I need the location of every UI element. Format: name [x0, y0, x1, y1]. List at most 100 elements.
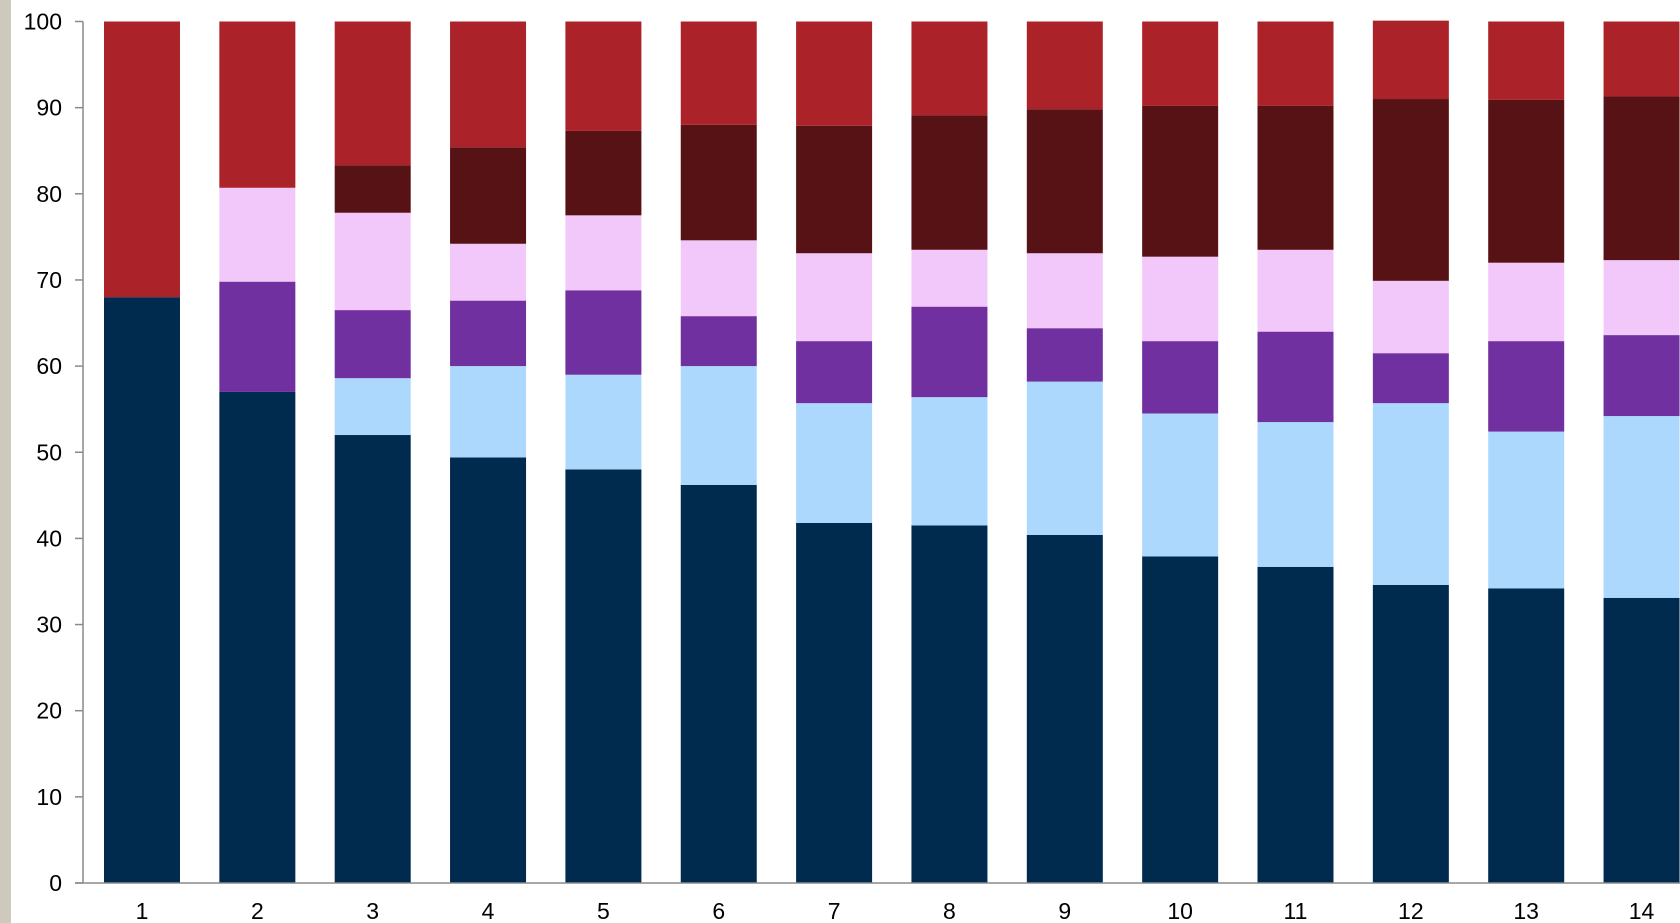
bar-segment-7-s2 — [796, 403, 873, 523]
bar-segment-3-s1 — [334, 435, 411, 883]
bar-segment-12-s6 — [1372, 20, 1449, 100]
bar-segment-13-s4 — [1488, 262, 1565, 342]
bar-segment-2-s1 — [219, 391, 296, 883]
bar-segment-3-s2 — [334, 378, 411, 436]
x-tick-label-1: 1 — [136, 898, 149, 923]
bar-segment-11-s2 — [1257, 422, 1334, 567]
bar-segment-9-s1 — [1026, 534, 1103, 883]
y-tick-label-10: 10 — [36, 784, 62, 810]
bar-segment-14-s1 — [1603, 597, 1680, 883]
bar-segment-11-s1 — [1257, 566, 1334, 883]
y-tick-label-30: 30 — [36, 612, 62, 638]
x-tick-label-4: 4 — [482, 898, 495, 923]
bar-segment-4-s1 — [450, 457, 527, 883]
x-tick-label-2: 2 — [251, 898, 264, 923]
bar-segment-3-s5 — [334, 165, 411, 213]
bar-segment-5-s6 — [565, 21, 642, 131]
bar-segment-2-s4 — [219, 187, 296, 282]
y-tick-label-0: 0 — [49, 870, 62, 896]
y-tick-label-40: 40 — [36, 525, 62, 551]
bar-segment-12-s2 — [1372, 403, 1449, 585]
bar-segment-10-s3 — [1142, 341, 1219, 414]
y-tick-label-50: 50 — [36, 439, 62, 465]
bar-segment-14-s2 — [1603, 416, 1680, 598]
bar-segment-10-s4 — [1142, 256, 1219, 342]
x-tick-label-14: 14 — [1629, 898, 1655, 923]
bar-segment-12-s5 — [1372, 99, 1449, 281]
bar-segment-9-s2 — [1026, 381, 1103, 535]
bar-segment-9-s5 — [1026, 109, 1103, 254]
y-tick-label-100: 100 — [24, 9, 62, 35]
bar-segment-7-s4 — [796, 253, 873, 342]
bar-segment-12-s3 — [1372, 353, 1449, 404]
bar-segment-2-s3 — [219, 281, 296, 392]
bar-segment-3-s4 — [334, 212, 411, 311]
bar-segment-13-s2 — [1488, 431, 1565, 589]
y-tick-label-70: 70 — [36, 267, 62, 293]
bar-segment-1-s6 — [104, 21, 180, 298]
bar-segment-6-s5 — [680, 124, 757, 241]
bar-segment-11-s3 — [1257, 331, 1334, 423]
x-tick-label-7: 7 — [828, 898, 841, 923]
bar-segment-4-s5 — [450, 147, 527, 244]
bar-segment-3-s6 — [334, 21, 411, 166]
x-tick-label-13: 13 — [1513, 898, 1539, 923]
bar-segment-11-s6 — [1257, 21, 1334, 106]
bar-segment-13-s3 — [1488, 341, 1565, 432]
bar-segment-9-s3 — [1026, 328, 1103, 382]
bar-segment-14-s6 — [1603, 21, 1680, 97]
bar-segment-6-s6 — [680, 21, 757, 125]
bar-segment-11-s5 — [1257, 105, 1334, 250]
bar-segment-7-s5 — [796, 125, 873, 254]
bar-segment-8-s2 — [911, 397, 988, 526]
bar-segment-10-s1 — [1142, 556, 1219, 883]
bar-segment-14-s5 — [1603, 96, 1680, 261]
bar-segment-10-s6 — [1142, 21, 1219, 106]
bar-segment-10-s5 — [1142, 105, 1219, 257]
bar-segment-6-s2 — [680, 366, 757, 485]
bar-segment-8-s5 — [911, 115, 988, 250]
bar-segment-8-s3 — [911, 306, 988, 398]
window-left-border — [0, 0, 11, 923]
bar-segment-7-s6 — [796, 21, 873, 126]
bar-segment-5-s2 — [565, 374, 642, 470]
bar-segment-5-s1 — [565, 469, 642, 883]
bar-segment-5-s4 — [565, 215, 642, 291]
x-tick-label-12: 12 — [1398, 898, 1424, 923]
x-tick-label-8: 8 — [943, 898, 956, 923]
bar-segment-11-s4 — [1257, 249, 1334, 332]
x-tick-label-5: 5 — [597, 898, 610, 923]
bar-segment-13-s1 — [1488, 588, 1565, 883]
y-axis-ticks: 0 10 20 30 40 50 60 70 80 90 100 — [24, 9, 83, 896]
bar-segment-6-s3 — [680, 316, 757, 367]
y-tick-label-60: 60 — [36, 353, 62, 379]
bar-segment-5-s3 — [565, 290, 642, 375]
y-tick-label-90: 90 — [36, 95, 62, 121]
x-axis-ticks: 1 2 3 4 5 6 7 8 9 10 11 12 13 14 — [136, 898, 1655, 923]
bar-segment-8-s1 — [911, 525, 988, 883]
x-tick-label-9: 9 — [1058, 898, 1071, 923]
bar-segment-4-s6 — [450, 21, 527, 148]
bars-layer — [104, 20, 1680, 883]
bar-segment-8-s6 — [911, 21, 988, 116]
bar-segment-7-s1 — [796, 522, 873, 883]
bar-segment-3-s3 — [334, 310, 411, 379]
bar-segment-14-s4 — [1603, 260, 1680, 336]
bar-segment-6-s4 — [680, 240, 757, 317]
bar-segment-4-s4 — [450, 243, 527, 301]
bar-segment-4-s2 — [450, 366, 527, 458]
bar-segment-12-s1 — [1372, 584, 1449, 883]
y-tick-label-80: 80 — [36, 181, 62, 207]
x-tick-label-11: 11 — [1284, 898, 1308, 923]
bar-segment-6-s1 — [680, 484, 757, 883]
bar-segment-12-s4 — [1372, 280, 1449, 354]
bar-segment-2-s6 — [219, 21, 296, 188]
bar-segment-8-s4 — [911, 249, 988, 307]
x-tick-label-6: 6 — [712, 898, 725, 923]
bar-segment-10-s2 — [1142, 413, 1219, 557]
x-tick-label-3: 3 — [366, 898, 379, 923]
bar-segment-5-s5 — [565, 130, 642, 216]
bar-segment-13-s6 — [1488, 21, 1565, 100]
bar-segment-7-s3 — [796, 341, 873, 404]
